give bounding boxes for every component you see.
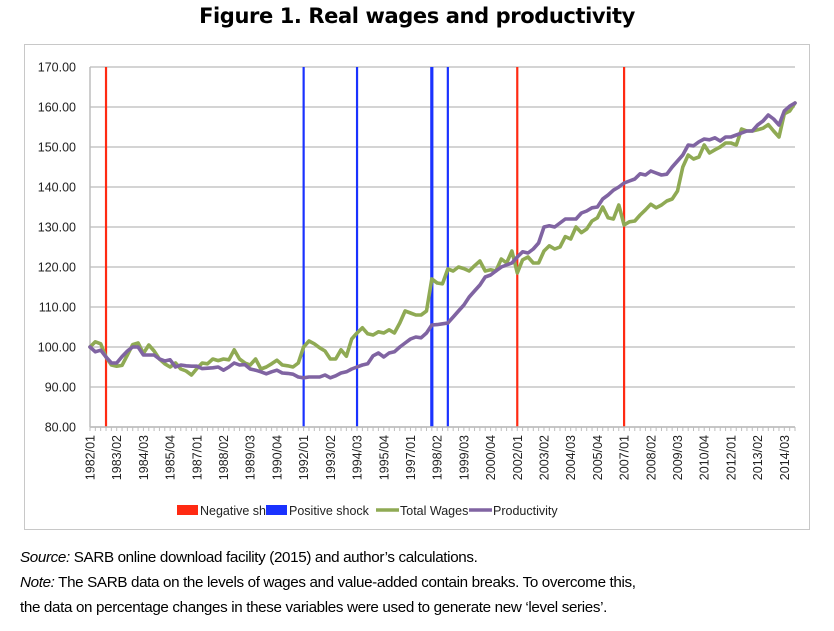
x-tick-label: 1993/02 (324, 435, 338, 480)
y-tick-label: 130.00 (38, 221, 76, 235)
legend-label: Negative shock (200, 504, 286, 518)
x-tick-label: 2003/02 (538, 435, 552, 480)
legend-item: Negative shock (177, 504, 286, 518)
note-line-2: the data on percentage changes in these … (20, 595, 830, 620)
figure-caption: Source: SARB online download facility (2… (20, 545, 830, 620)
x-tick-label: 2012/01 (724, 435, 738, 480)
x-tick-label: 2004/03 (564, 435, 578, 480)
legend-item: Total Wages (376, 504, 468, 518)
y-axis-tick-labels: 80.00 90.00 100.00 110.00 120.00 130.00 140.00… (38, 61, 76, 435)
x-tick-label: 2009/03 (671, 435, 685, 480)
x-tick-label: 2013/02 (751, 435, 765, 480)
y-tick-label: 150.00 (38, 141, 76, 155)
y-tick-label: 80.00 (45, 421, 76, 435)
y-tick-label: 110.00 (39, 301, 76, 315)
x-tick-label: 1983/02 (110, 435, 124, 480)
y-tick-label: 140.00 (38, 181, 76, 195)
x-tick-label: 2005/04 (591, 435, 605, 480)
x-tick-label: 1994/03 (351, 435, 365, 480)
note-text-1: The SARB data on the levels of wages and… (54, 574, 636, 591)
y-tick-label: 100.00 (38, 341, 76, 355)
total-wages-line (88, 101, 797, 377)
x-tick-label: 2002/01 (511, 435, 525, 480)
line-chart: 80.00 90.00 100.00 110.00 120.00 130.00 140.00… (38, 61, 797, 518)
x-tick-label: 1992/01 (297, 435, 311, 480)
series-lines (88, 101, 797, 380)
x-tick-label: 1985/04 (164, 435, 178, 480)
x-tick-label: 1982/01 (84, 435, 98, 480)
chart-frame (24, 44, 810, 530)
x-tick-label: 1988/02 (217, 435, 231, 480)
x-tick-label: 1989/03 (244, 435, 258, 480)
note-line-1: Note: The SARB data on the levels of wag… (20, 570, 830, 595)
y-tick-label: 120.00 (38, 261, 76, 275)
x-tick-label: 1990/04 (270, 435, 284, 480)
x-axis: 1982/01 1983/02 1984/03 1985/04 1987/01 1988/… (84, 426, 796, 480)
x-tick-label: 2008/02 (644, 435, 658, 480)
x-tick-label: 1998/02 (431, 435, 445, 480)
source-text: SARB online download facility (2015) and… (69, 549, 478, 566)
x-tick-label: 1987/01 (190, 435, 204, 480)
x-tick-label: 1995/04 (377, 435, 391, 480)
legend-swatch-box (266, 505, 287, 515)
legend-item: Productivity (469, 504, 558, 518)
x-tick-label: 1997/01 (404, 435, 418, 480)
x-tick-label: 1999/03 (457, 435, 471, 480)
source-label: Source: (20, 549, 70, 566)
figure-title: Figure 1. Real wages and productivity (199, 4, 635, 28)
x-tick-label: 2000/04 (484, 435, 498, 480)
y-tick-label: 170.00 (38, 61, 76, 75)
y-tick-label: 90.00 (45, 381, 76, 395)
note-label: Note: (20, 574, 55, 591)
legend-item: Positive shock (266, 504, 370, 518)
y-tick-label: 160.00 (38, 101, 76, 115)
x-tick-label: 2007/01 (618, 435, 632, 480)
source-line: Source: SARB online download facility (2… (20, 545, 830, 570)
x-tick-label: 2010/04 (698, 435, 712, 480)
legend-label: Productivity (493, 504, 558, 518)
legend: Negative shock Positive shock Total Wages P… (177, 504, 558, 518)
legend-label: Total Wages (400, 504, 468, 518)
legend-label: Positive shock (289, 504, 370, 518)
legend-swatch-box (177, 505, 198, 515)
x-tick-label: 1984/03 (137, 435, 151, 480)
x-tick-label: 2014/03 (778, 435, 792, 480)
gridlines (89, 66, 795, 428)
note-text-2: the data on percentage changes in these … (20, 599, 608, 616)
productivity-line (88, 101, 797, 380)
